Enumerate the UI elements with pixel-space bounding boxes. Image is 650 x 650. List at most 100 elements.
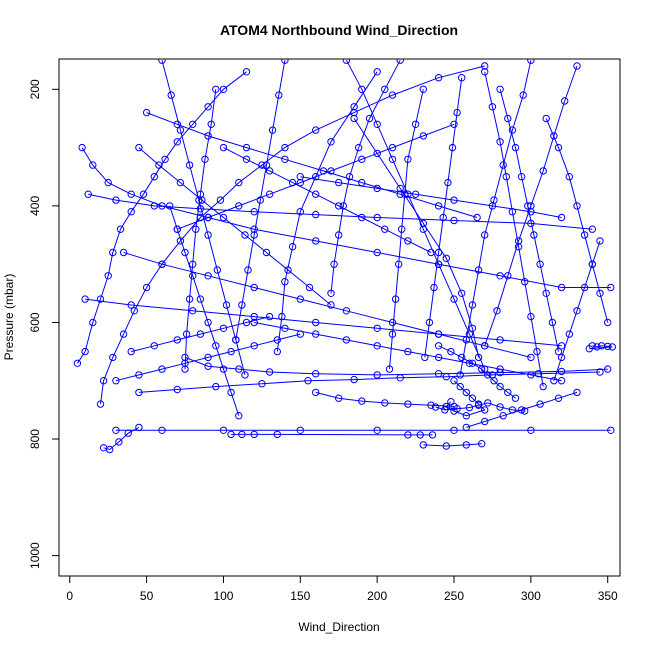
data-point [288, 178, 297, 187]
data-point [296, 295, 304, 303]
data-point [281, 155, 289, 164]
series-27 [481, 68, 547, 391]
data-point [296, 178, 304, 187]
data-point [73, 359, 82, 367]
data-point [158, 365, 166, 373]
data-point [434, 202, 443, 210]
data-point [89, 161, 97, 169]
x-tick-label: 350 [598, 589, 618, 603]
data-point [462, 423, 470, 432]
data-point [312, 173, 320, 181]
data-point [232, 336, 240, 344]
data-point [135, 388, 143, 397]
data-point [227, 347, 235, 356]
data-point [468, 324, 477, 332]
data-point [99, 377, 108, 385]
data-point [493, 307, 501, 315]
data-point [296, 208, 304, 216]
data-point [521, 407, 529, 415]
data-point [106, 445, 114, 454]
series-line [235, 60, 286, 340]
data-point [296, 330, 304, 338]
data-point [604, 342, 612, 351]
data-point [119, 248, 128, 257]
data-point [450, 196, 458, 204]
data-point [596, 289, 604, 297]
data-point [573, 388, 581, 397]
data-point [381, 85, 389, 94]
data-point [573, 307, 581, 315]
series-32 [312, 388, 458, 411]
series-line [553, 240, 601, 381]
data-point [527, 208, 535, 216]
data-point [398, 225, 406, 233]
data-point [404, 347, 412, 356]
y-tick-label: 600 [28, 312, 42, 332]
data-point [419, 85, 427, 94]
data-point [527, 59, 535, 64]
y-tick-label: 400 [28, 196, 42, 216]
data-point [550, 132, 558, 140]
data-point [350, 114, 358, 123]
series-line [138, 147, 332, 306]
data-point [404, 431, 412, 439]
data-point [227, 430, 235, 439]
data-point [219, 143, 228, 152]
series-line [161, 60, 246, 376]
data-point [81, 347, 89, 356]
data-point [166, 202, 174, 210]
data-point [585, 345, 593, 353]
series-line [423, 443, 482, 447]
data-point [142, 283, 151, 292]
data-point [465, 403, 474, 412]
data-point [219, 365, 228, 373]
y-axis-label: Pressure (mbar) [2, 274, 16, 361]
series-line [545, 118, 609, 323]
data-point [373, 120, 381, 129]
data-point [536, 260, 544, 268]
data-point [448, 143, 457, 152]
data-point [431, 403, 440, 411]
data-point [530, 231, 538, 239]
data-point [557, 367, 566, 376]
data-point [465, 359, 474, 367]
data-point [458, 289, 466, 297]
data-point [450, 426, 458, 434]
data-point [127, 190, 135, 198]
data-point [109, 353, 117, 362]
data-point [373, 371, 381, 379]
data-point [527, 426, 535, 434]
series-line [300, 176, 562, 218]
data-point [588, 225, 596, 233]
data-point [219, 426, 228, 434]
data-point [514, 243, 523, 251]
data-point [557, 213, 566, 222]
data-point [473, 213, 481, 222]
series-line [131, 316, 270, 353]
data-point [481, 62, 489, 70]
data-point [312, 388, 320, 397]
data-point [273, 347, 281, 356]
series-line [138, 371, 601, 393]
data-point [176, 126, 185, 134]
series-line [315, 391, 455, 407]
data-point [219, 85, 228, 94]
data-point [396, 59, 404, 64]
data-point [481, 68, 489, 76]
data-point [281, 324, 289, 332]
data-point [511, 394, 520, 402]
data-point [434, 353, 443, 362]
y-tick-label: 1000 [28, 542, 42, 569]
data-point [335, 202, 343, 210]
data-point [355, 143, 363, 152]
data-point [607, 426, 615, 434]
data-point [201, 155, 209, 164]
data-point [158, 426, 166, 434]
series-7 [99, 423, 143, 454]
data-point [508, 126, 517, 134]
data-point [496, 382, 504, 391]
data-point [396, 374, 404, 382]
data-point [481, 342, 489, 350]
data-point [116, 225, 125, 233]
